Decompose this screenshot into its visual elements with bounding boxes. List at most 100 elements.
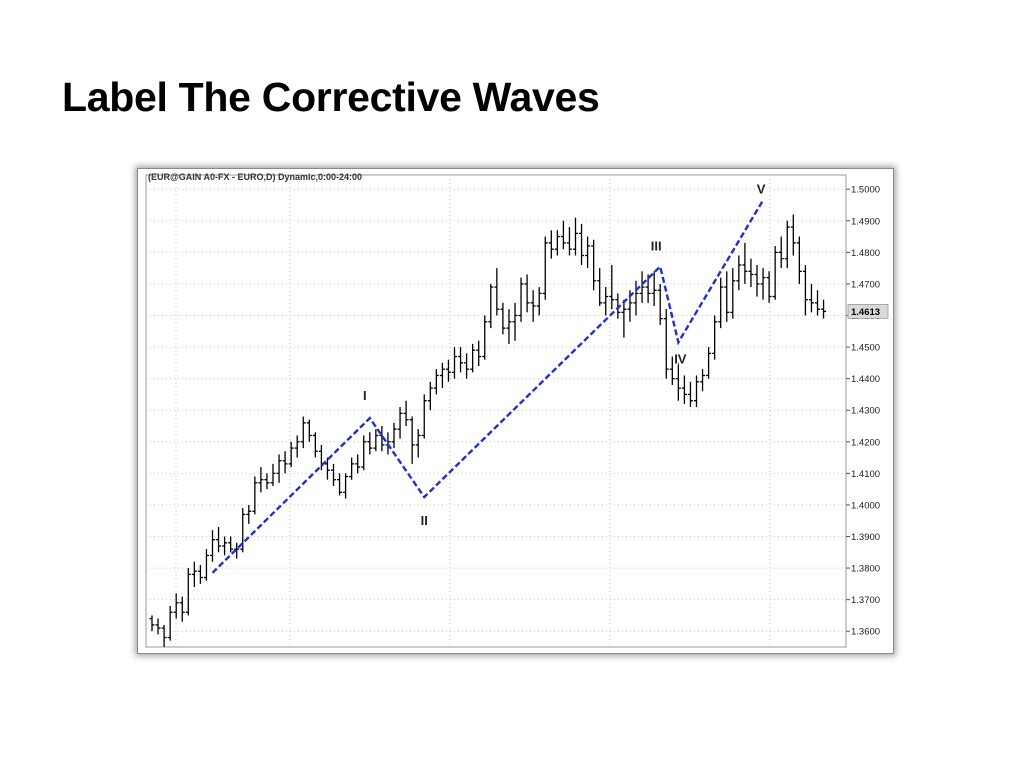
ohlc-bar [494, 268, 500, 316]
ohlc-bar [603, 287, 609, 316]
ohlc-bar [282, 451, 288, 474]
wave-label-i: I [363, 388, 367, 403]
ohlc-bar [240, 508, 246, 553]
last-price-label: 1.4613 [851, 307, 880, 318]
ohlc-bar [246, 504, 252, 524]
ohlc-bar [687, 381, 693, 408]
ohlc-bar [609, 264, 615, 310]
ohlc-bar [331, 463, 336, 486]
plot-area [145, 174, 847, 648]
ohlc-bar [433, 369, 439, 395]
wave-label-iii: III [651, 239, 662, 254]
y-tick-label: 1.4500 [851, 343, 880, 354]
ohlc-bar [657, 283, 663, 325]
ohlc-bar [542, 236, 548, 300]
slide-title: Label The Corrective Waves [62, 74, 600, 120]
ohlc-bar [482, 315, 488, 360]
grid-lines [146, 175, 846, 647]
ohlc-bar [778, 236, 784, 269]
y-tick-label: 1.3600 [851, 627, 880, 638]
ohlc-bar [573, 217, 578, 256]
ohlc-bar [312, 432, 318, 458]
y-tick-label: 1.4000 [851, 500, 880, 511]
ohlc-bar [694, 375, 699, 408]
ohlc-bar [203, 549, 209, 581]
ohlc-bar [560, 220, 566, 250]
ohlc-bar [724, 271, 730, 322]
ohlc-bar [252, 476, 258, 515]
price-axis: 1.50001.49001.48001.47001.46001.45001.44… [846, 185, 889, 638]
ohlc-bar [615, 293, 621, 319]
ohlc-bar [512, 302, 518, 341]
ohlc-bar [337, 473, 343, 496]
ohlc-bar [784, 220, 790, 269]
ohlc-bar [808, 283, 814, 313]
ohlc-bar [409, 416, 415, 464]
ohlc-bar [458, 347, 464, 373]
ohlc-bar [161, 624, 167, 647]
ohlc-bar [210, 530, 215, 562]
ohlc-bar [815, 290, 820, 316]
wave-label-ii: II [421, 513, 428, 528]
ohlc-bar [379, 425, 385, 452]
chart-header: (EUR@GAIN A0-FX - EURO,D) Dynamic,0:00-2… [148, 172, 362, 182]
ohlc-bar [216, 527, 222, 553]
ohlc-bar [736, 255, 742, 291]
ohlc-bar [373, 429, 379, 452]
ohlc-bar [361, 435, 367, 471]
wave-label-v: V [757, 181, 766, 196]
ohlc-bar [718, 277, 724, 329]
ohlc-bar [397, 407, 403, 439]
ohlc-bar [173, 593, 179, 619]
ohlc-bar [712, 315, 718, 360]
last-price-marker: 1.4613 [847, 303, 889, 319]
y-tick-label: 1.4700 [851, 279, 880, 290]
ohlc-bar [748, 258, 754, 288]
ohlc-bar [445, 359, 451, 382]
ohlc-bar [530, 290, 536, 322]
ohlc-bar [197, 564, 203, 584]
ohlc-bar [681, 375, 687, 404]
y-tick-label: 1.4100 [851, 469, 880, 480]
ohlc-bar [633, 280, 639, 316]
ohlc-bar [742, 242, 748, 284]
y-tick-label: 1.4400 [851, 374, 880, 385]
ohlc-bar [464, 353, 470, 379]
ohlc-bar [506, 309, 512, 344]
ohlc-bar [796, 236, 802, 284]
ohlc-bar [427, 381, 433, 411]
ohlc-bar [639, 271, 645, 303]
ohlc-bar [518, 277, 524, 322]
ohlc-bar [591, 239, 597, 291]
y-tick-label: 1.4200 [851, 437, 880, 448]
ohlc-bar [264, 473, 270, 490]
ohlc-bar [439, 362, 445, 389]
wave-label-iv: IV [674, 351, 687, 366]
ohlc-bar [772, 246, 778, 300]
ohlc-bar [554, 230, 560, 256]
ohlc-bar [191, 561, 197, 588]
ohlc-bar [821, 299, 827, 319]
y-tick-label: 1.3700 [851, 595, 880, 606]
ohlc-bar [355, 454, 361, 474]
ohlc-bar [343, 473, 349, 499]
ohlc-bar [349, 457, 355, 480]
ohlc-bar [155, 618, 161, 635]
ohlc-bar [488, 283, 494, 329]
ohlc-bar [790, 214, 796, 256]
ohlc-bar [276, 454, 282, 483]
ohlc-bar [403, 400, 409, 426]
ohlc-bar [288, 441, 294, 468]
ohlc-bar [415, 429, 421, 458]
ohlc-bar [766, 271, 772, 303]
ohlc-bar [585, 236, 591, 269]
ohlc-bar [536, 287, 542, 316]
ohlc-bar [548, 230, 554, 259]
ohlc-bar [306, 419, 312, 442]
ohlc-bar [324, 457, 330, 480]
ohlc-bar [421, 394, 427, 439]
ohlc-bar [700, 369, 706, 392]
y-tick-label: 1.3900 [851, 532, 880, 543]
